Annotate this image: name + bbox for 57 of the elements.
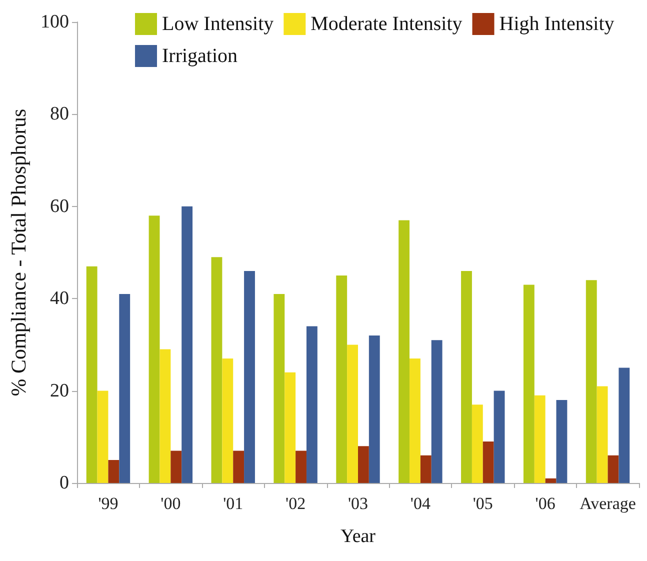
- bar: [160, 349, 171, 483]
- y-tick-label: 100: [40, 12, 69, 32]
- bar: [170, 450, 182, 483]
- bar: [368, 335, 380, 483]
- x-tick-label: '03: [348, 494, 368, 513]
- bar: [296, 450, 306, 483]
- bar: [306, 326, 318, 483]
- bar: [556, 400, 568, 483]
- bar: [222, 358, 234, 483]
- bar: [119, 294, 130, 483]
- x-tick-label: '06: [535, 494, 556, 513]
- x-tick-label: '00: [160, 494, 181, 513]
- bar: [336, 276, 348, 483]
- bar: [244, 270, 255, 483]
- bar: [545, 478, 556, 483]
- bar: [618, 368, 630, 483]
- bar: [523, 284, 534, 483]
- bar: [211, 257, 222, 483]
- y-tick-label: 0: [60, 472, 69, 494]
- bar: [358, 446, 369, 483]
- bar: [472, 404, 483, 483]
- bar: [284, 372, 296, 483]
- x-tick-label: '02: [286, 494, 306, 513]
- x-tick-label: '99: [98, 494, 118, 513]
- bar: [347, 344, 358, 483]
- bar: [608, 455, 619, 483]
- bar: [482, 442, 494, 483]
- bar: [86, 266, 98, 483]
- bar: [534, 395, 546, 483]
- y-tick-label: 20: [50, 380, 69, 402]
- legend-label: Irrigation: [162, 45, 238, 67]
- legend-label: High Intensity: [499, 13, 614, 35]
- bar: [586, 280, 597, 483]
- y-tick-label: 60: [50, 196, 69, 217]
- bar: [97, 390, 108, 483]
- legend-label: Low Intensity: [162, 13, 274, 35]
- bar: [596, 386, 608, 483]
- bar: [233, 450, 244, 483]
- x-tick-label: '01: [223, 494, 244, 513]
- bar: [274, 294, 285, 483]
- y-tick-label: 40: [50, 288, 69, 310]
- legend-label: Moderate Intensity: [310, 13, 462, 35]
- x-tick-label: '05: [472, 494, 493, 513]
- bar: [398, 220, 410, 483]
- bar: [420, 455, 432, 483]
- bar: [148, 216, 160, 483]
- y-tick-label: 80: [50, 104, 69, 125]
- bar: [182, 206, 193, 483]
- bar: [410, 358, 420, 483]
- y-axis-title: % Compliance - Total Phosphorus: [6, 108, 30, 396]
- x-axis-title: Year: [340, 526, 376, 547]
- bar: [108, 460, 120, 483]
- bar: [461, 270, 472, 483]
- bar: [431, 340, 442, 483]
- bar: [494, 390, 505, 483]
- x-tick-label: Average: [580, 494, 636, 513]
- x-tick-label: '04: [410, 494, 431, 513]
